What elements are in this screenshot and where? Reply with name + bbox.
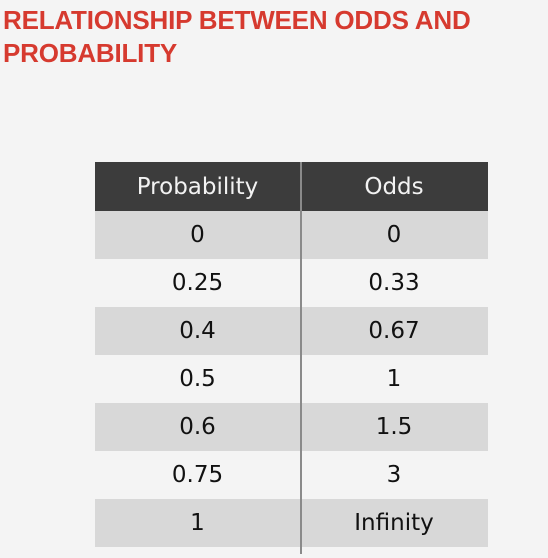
odds-cell: 3	[300, 451, 488, 499]
odds-cell: 0.33	[300, 259, 488, 307]
table-row: 0.4 0.67	[95, 307, 488, 355]
table-header-row: Probability Odds	[95, 162, 488, 211]
probability-cell: 0.6	[95, 403, 300, 451]
probability-cell: 0	[95, 211, 300, 259]
probability-cell: 0.25	[95, 259, 300, 307]
odds-probability-table-container: Probability Odds 0 0 0.25 0.33 0.4 0.67 …	[95, 162, 488, 554]
odds-probability-table: Probability Odds 0 0 0.25 0.33 0.4 0.67 …	[95, 162, 488, 547]
odds-column-header: Odds	[300, 162, 488, 211]
slide-title: RELATIONSHIP BETWEEN ODDS AND PROBABILIT…	[3, 5, 471, 68]
odds-cell: 0	[300, 211, 488, 259]
probability-column-header: Probability	[95, 162, 300, 211]
odds-cell: Infinity	[300, 499, 488, 547]
table-row: 0.25 0.33	[95, 259, 488, 307]
table-row: 0.5 1	[95, 355, 488, 403]
table-row: 0.75 3	[95, 451, 488, 499]
probability-cell: 1	[95, 499, 300, 547]
table-row: 1 Infinity	[95, 499, 488, 547]
probability-cell: 0.5	[95, 355, 300, 403]
table-row: 0 0	[95, 211, 488, 259]
probability-cell: 0.4	[95, 307, 300, 355]
column-divider	[300, 162, 302, 554]
probability-cell: 0.75	[95, 451, 300, 499]
odds-cell: 1.5	[300, 403, 488, 451]
odds-cell: 1	[300, 355, 488, 403]
table-row: 0.6 1.5	[95, 403, 488, 451]
odds-cell: 0.67	[300, 307, 488, 355]
